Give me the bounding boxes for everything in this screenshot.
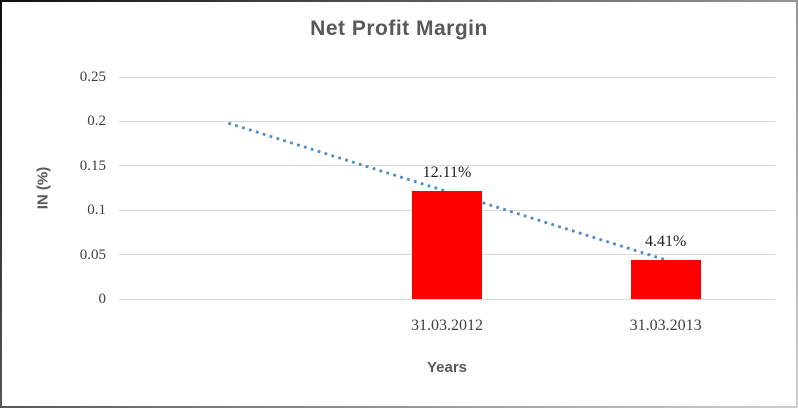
y-axis-tick-label: 0.2 [87,113,106,130]
y-axis-title: IN (%) [34,166,52,210]
plot-area [119,76,775,300]
y-axis-tick-label: 0.15 [79,157,106,174]
y-axis-tick-label: 0 [98,291,107,307]
y-axis-tick-label: 0.05 [79,246,106,263]
x-axis-title: Years [426,359,468,376]
y-axis-tick-label: 0.25 [79,69,106,85]
x-axis-tick-label: 31.03.2013 [629,317,702,334]
trendline [227,121,667,262]
chart-title: Net Profit Margin [310,17,488,40]
gridline [119,165,775,167]
gridline [119,298,775,300]
y-axis-tick-label: 0.1 [87,202,106,219]
gridline [119,76,775,78]
x-axis-tick-label: 31.03.2012 [411,317,483,334]
gridline [119,120,775,122]
